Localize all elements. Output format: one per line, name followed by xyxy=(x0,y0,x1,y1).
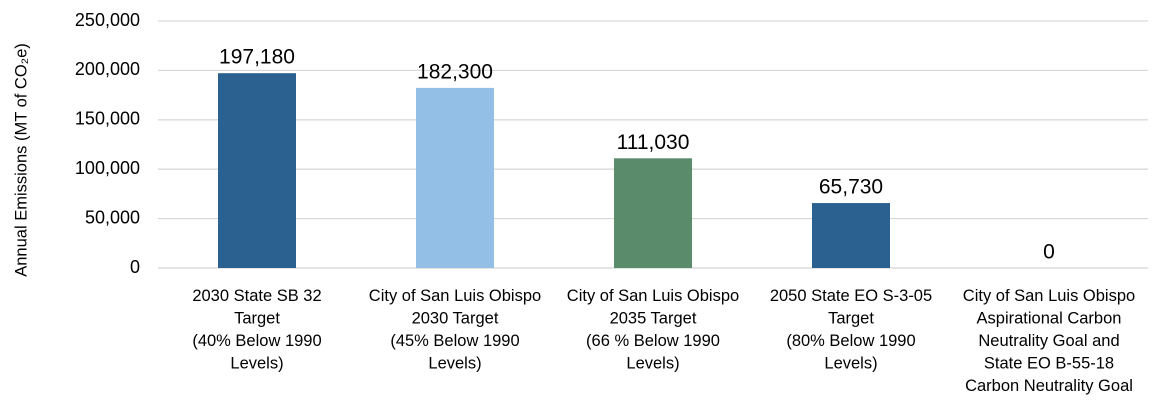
x-tick-label: City of San Luis Obispo Aspirational Carb… xyxy=(963,287,1135,395)
value-label: 0 xyxy=(1043,241,1055,264)
value-label: 182,300 xyxy=(417,60,493,83)
y-axis-label: Annual Emissions (MT of CO₂e) xyxy=(12,43,30,277)
value-label: 111,030 xyxy=(617,131,690,154)
x-tick-label: 2050 State EO S-3-05 Target (80% Below 199… xyxy=(770,287,932,373)
x-tick-label: 2030 State SB 32 Target (40% Below 1990 Lev… xyxy=(192,287,321,373)
y-tick-label: 0 xyxy=(130,257,140,277)
bar xyxy=(218,73,296,268)
y-tick-label: 50,000 xyxy=(85,207,140,227)
bar xyxy=(812,203,890,268)
bar xyxy=(416,87,494,268)
y-tick-label: 200,000 xyxy=(75,59,140,79)
y-tick-label: 250,000 xyxy=(75,10,140,30)
value-label: 65,730 xyxy=(819,176,883,199)
value-label: 197,180 xyxy=(219,46,295,69)
y-tick-label: 100,000 xyxy=(75,158,140,178)
bar xyxy=(614,158,692,268)
x-tick-label: City of San Luis Obispo 2035 Target (66 % … xyxy=(567,287,739,373)
y-tick-label: 150,000 xyxy=(75,109,140,129)
x-tick-label: City of San Luis Obispo 2030 Target (45% B… xyxy=(369,287,541,373)
